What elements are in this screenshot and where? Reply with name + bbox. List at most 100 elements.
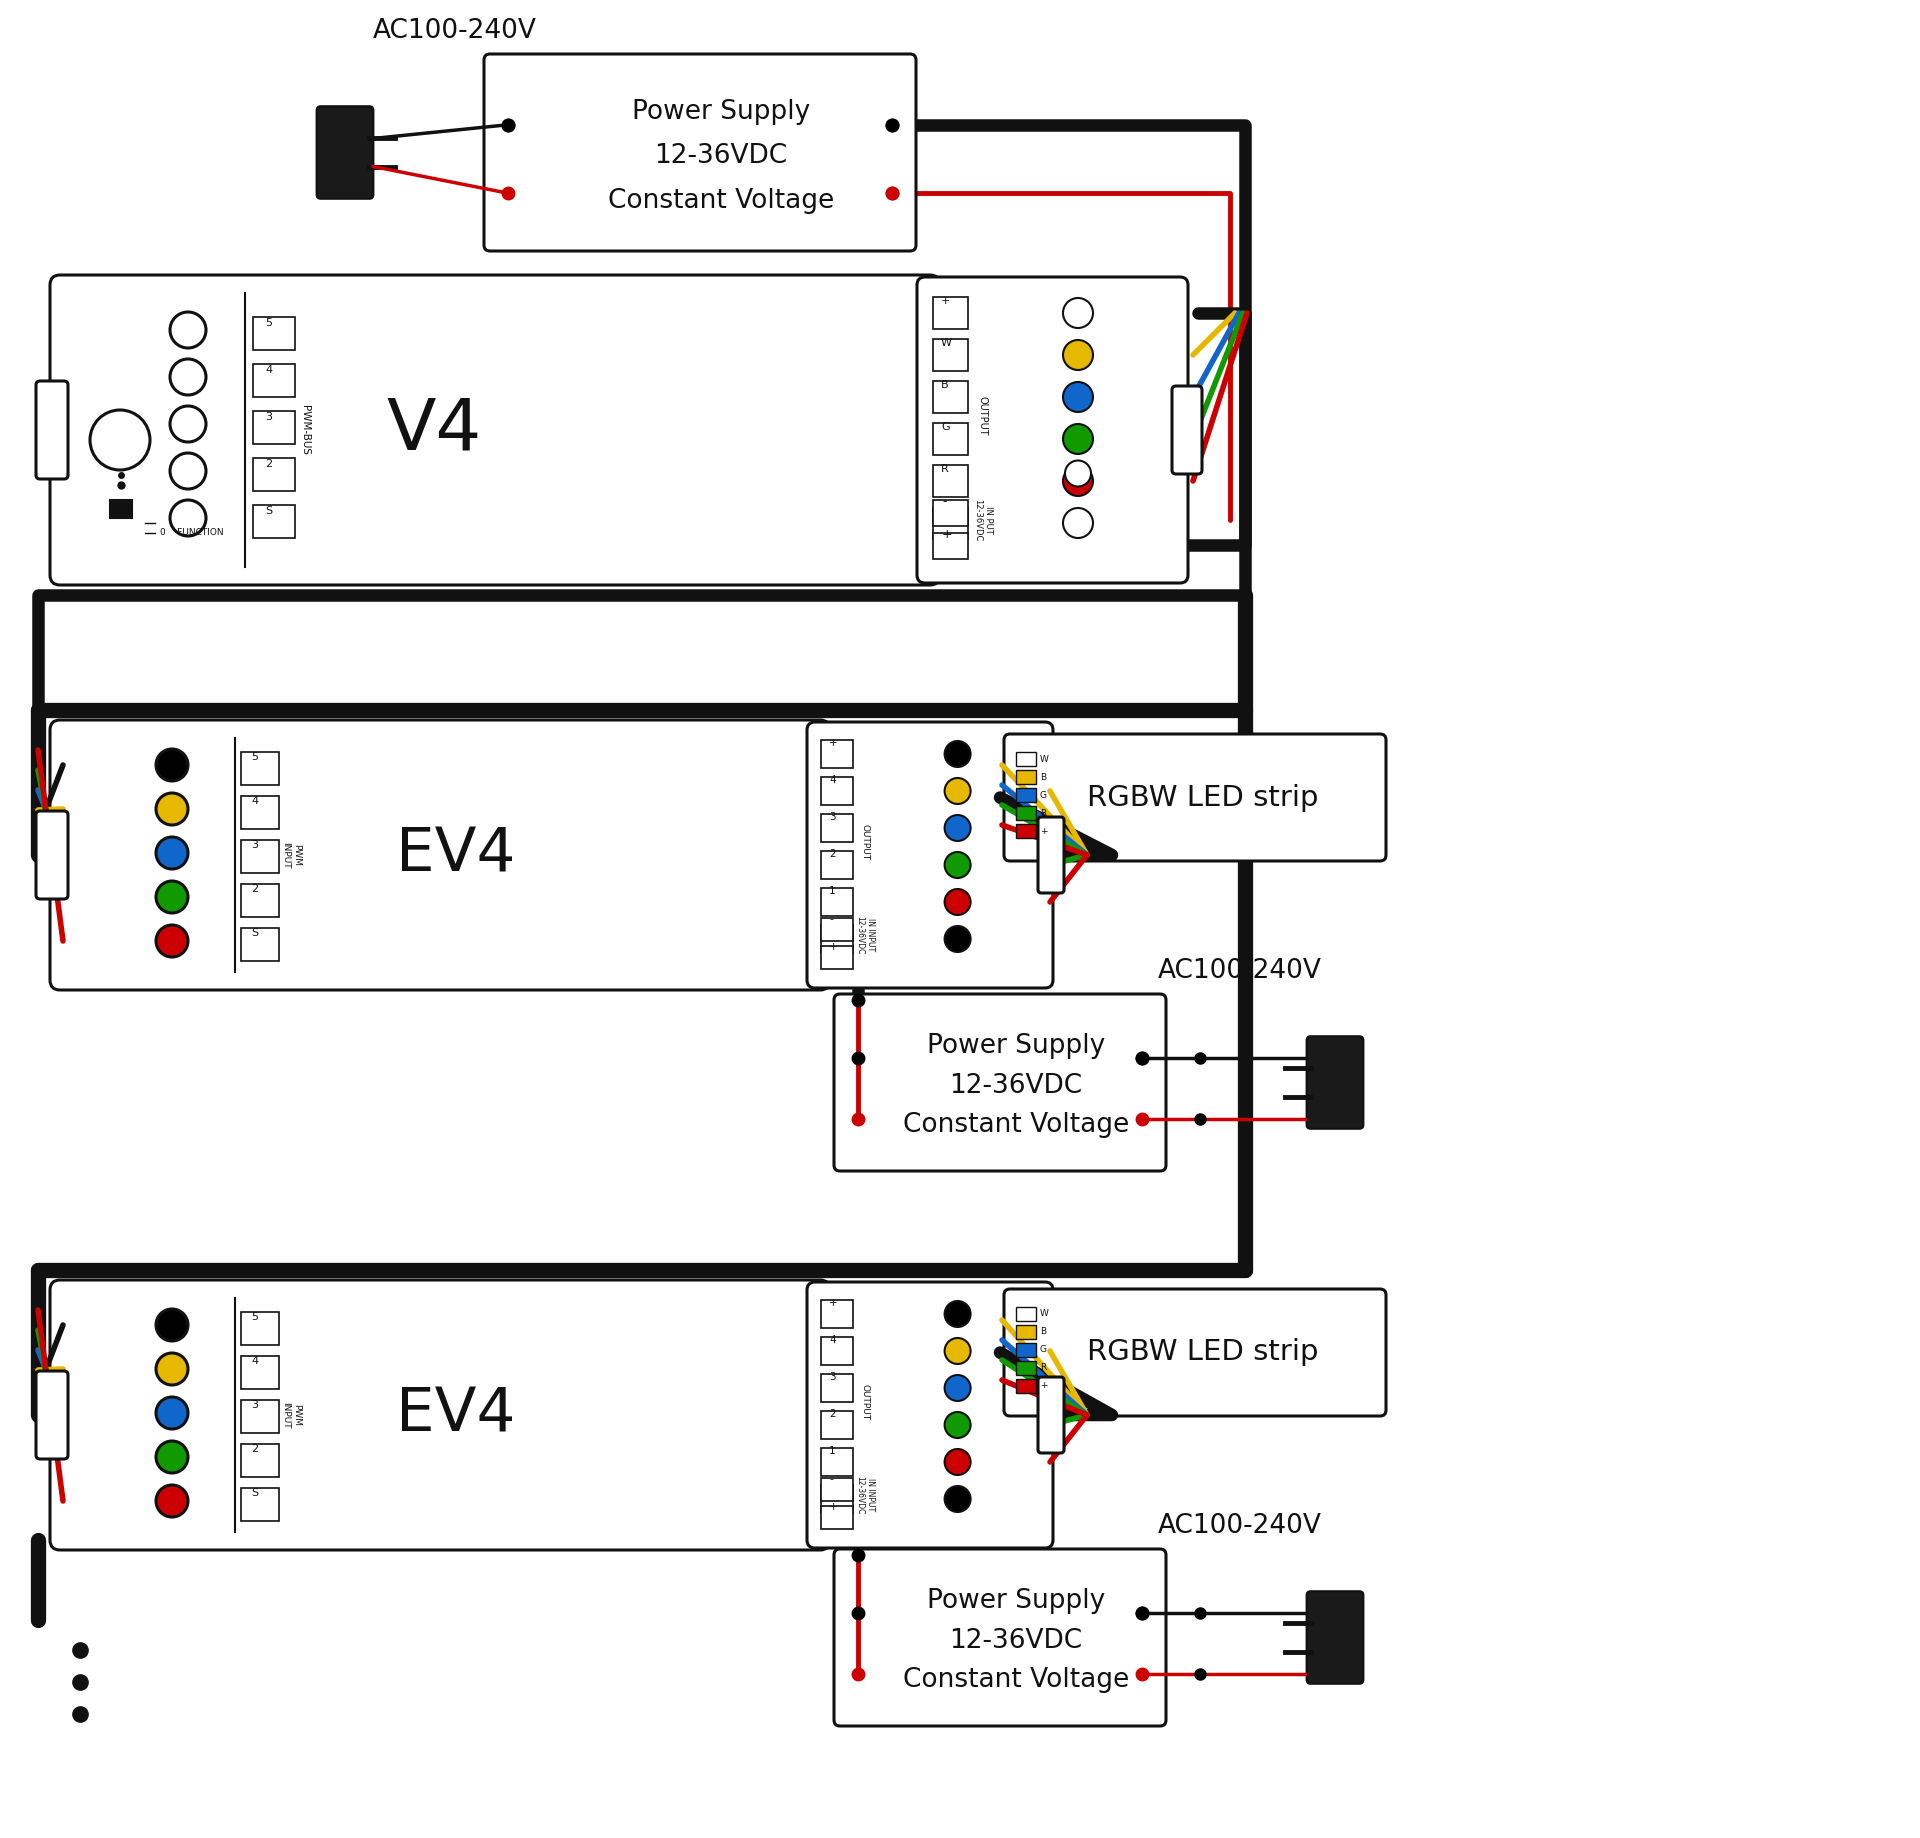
Text: S: S: [252, 928, 257, 937]
Text: OUTPUT: OUTPUT: [977, 395, 989, 436]
FancyBboxPatch shape: [806, 722, 1052, 989]
FancyBboxPatch shape: [918, 278, 1188, 583]
Text: OUTPUT: OUTPUT: [860, 825, 870, 860]
Text: G: G: [1041, 1345, 1046, 1355]
Circle shape: [945, 853, 972, 879]
Text: B: B: [1041, 1327, 1046, 1336]
Text: IN INPUT
12-36VDC: IN INPUT 12-36VDC: [854, 1476, 876, 1515]
Text: Power Supply: Power Supply: [927, 1588, 1106, 1614]
Text: +: +: [941, 296, 950, 305]
Bar: [933, 533, 968, 559]
Bar: [933, 507, 968, 539]
Text: EV4: EV4: [396, 825, 515, 884]
Bar: [822, 741, 852, 768]
Circle shape: [1064, 298, 1092, 327]
Circle shape: [945, 1412, 972, 1437]
Text: +: +: [829, 943, 839, 952]
Bar: [822, 1412, 852, 1439]
Bar: [1016, 1360, 1037, 1375]
Text: W: W: [1041, 755, 1048, 763]
FancyBboxPatch shape: [833, 1549, 1165, 1726]
Bar: [822, 1375, 852, 1402]
Text: +: +: [829, 739, 837, 748]
Bar: [242, 796, 278, 829]
FancyBboxPatch shape: [50, 1279, 829, 1549]
Circle shape: [945, 1301, 972, 1327]
Circle shape: [156, 1397, 188, 1428]
Text: G: G: [941, 423, 950, 432]
Text: 3: 3: [252, 840, 257, 849]
Bar: [822, 1478, 852, 1502]
Circle shape: [1064, 467, 1092, 496]
Text: W: W: [941, 338, 952, 347]
Text: R: R: [1041, 1364, 1046, 1373]
Text: +: +: [1041, 827, 1048, 836]
Bar: [933, 298, 968, 329]
Bar: [253, 505, 296, 539]
Bar: [822, 814, 852, 842]
Circle shape: [156, 1353, 188, 1386]
Text: RGBW LED strip: RGBW LED strip: [1087, 783, 1319, 812]
Circle shape: [156, 1441, 188, 1472]
Text: +: +: [829, 1502, 839, 1513]
Circle shape: [171, 358, 205, 395]
Bar: [242, 928, 278, 961]
Bar: [933, 500, 968, 526]
Text: 4: 4: [829, 776, 835, 785]
Circle shape: [945, 1485, 972, 1513]
Text: 2: 2: [829, 1410, 835, 1419]
Text: 1: 1: [829, 886, 835, 895]
Text: B: B: [1041, 772, 1046, 781]
Text: 2: 2: [252, 884, 257, 893]
Text: 3: 3: [252, 1401, 257, 1410]
Text: PWM
INPUT: PWM INPUT: [282, 842, 301, 868]
Text: 2: 2: [252, 1445, 257, 1454]
FancyBboxPatch shape: [36, 1371, 67, 1459]
Text: 5: 5: [252, 1312, 257, 1322]
Text: Constant Voltage: Constant Voltage: [902, 1112, 1129, 1138]
FancyBboxPatch shape: [50, 720, 829, 991]
Bar: [242, 1312, 278, 1345]
Bar: [933, 380, 968, 414]
FancyBboxPatch shape: [1308, 1037, 1363, 1129]
Bar: [242, 1356, 278, 1390]
FancyBboxPatch shape: [833, 994, 1165, 1171]
Text: R: R: [941, 463, 948, 474]
Text: AC100-240V: AC100-240V: [1158, 958, 1323, 983]
Text: AC100-240V: AC100-240V: [1158, 1513, 1323, 1538]
Bar: [933, 465, 968, 496]
Bar: [1016, 1307, 1037, 1322]
Circle shape: [171, 500, 205, 537]
FancyBboxPatch shape: [806, 1281, 1052, 1548]
Bar: [822, 851, 852, 879]
Bar: [1016, 823, 1037, 838]
Text: S: S: [265, 505, 273, 516]
FancyBboxPatch shape: [1308, 1592, 1363, 1684]
Bar: [1016, 1325, 1037, 1340]
Text: 5: 5: [252, 752, 257, 763]
Bar: [822, 917, 852, 941]
Bar: [1016, 1344, 1037, 1356]
Text: IN PUT
12-36VDC: IN PUT 12-36VDC: [973, 498, 993, 540]
Circle shape: [1064, 425, 1092, 454]
Circle shape: [945, 1448, 972, 1476]
Bar: [1016, 770, 1037, 785]
Text: 12-36VDC: 12-36VDC: [948, 1628, 1083, 1654]
Circle shape: [1064, 507, 1092, 539]
FancyBboxPatch shape: [484, 53, 916, 252]
Bar: [1016, 807, 1037, 820]
Bar: [822, 1505, 852, 1529]
Text: -: -: [829, 923, 833, 934]
Text: PWM
INPUT: PWM INPUT: [282, 1402, 301, 1428]
Text: +: +: [943, 528, 952, 540]
Bar: [242, 1445, 278, 1478]
Text: 5: 5: [265, 318, 273, 327]
Circle shape: [156, 792, 188, 825]
FancyBboxPatch shape: [1039, 1377, 1064, 1454]
Text: 3: 3: [829, 1371, 835, 1382]
Text: 0    FUNCTION: 0 FUNCTION: [159, 528, 223, 537]
Circle shape: [1064, 340, 1092, 369]
Bar: [822, 888, 852, 915]
Circle shape: [156, 1485, 188, 1516]
Text: B: B: [941, 380, 948, 390]
